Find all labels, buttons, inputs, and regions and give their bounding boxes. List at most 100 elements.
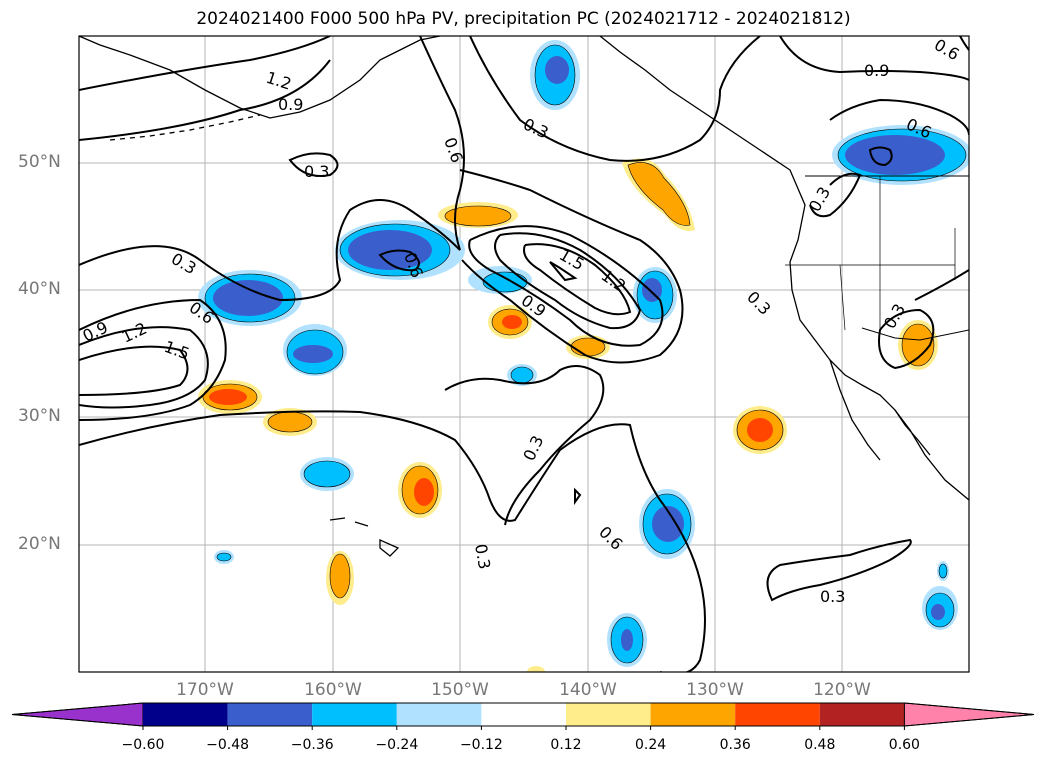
lat-label-50n: 50°N [18, 152, 61, 172]
colorbar-tick-label: 0.60 [888, 737, 920, 753]
pv-contour [549, 261, 578, 282]
precip-blob [326, 551, 354, 605]
precip-blob [898, 320, 938, 370]
pv-contour [79, 410, 706, 672]
contour-label: 0.3 [304, 162, 329, 181]
precip-blob [488, 305, 532, 339]
pv-contour [878, 308, 935, 370]
colorbar-segment [396, 703, 482, 726]
pv-contour [959, 36, 969, 51]
pv-contour [288, 152, 339, 177]
colorbar-segment [143, 703, 228, 726]
state-borders [785, 176, 956, 331]
contour-label: 1.2 [119, 319, 150, 347]
precip-blob [438, 202, 518, 228]
colorbar-segment [566, 703, 651, 726]
pv-contour [378, 249, 420, 272]
precip-blob [507, 364, 537, 386]
precip-blob [300, 457, 354, 491]
precip-blob [607, 613, 647, 667]
colorbar-tick-label: 0.36 [719, 737, 751, 753]
pv-contour [868, 146, 893, 167]
contour-label: 0.9 [278, 95, 303, 114]
colorbar-segment [481, 703, 566, 726]
pv-contour [809, 172, 862, 218]
colorbar-segment [312, 703, 397, 726]
pv-contour [766, 538, 912, 602]
lat-label-20n: 20°N [18, 534, 61, 554]
colorbar-tick-label: −0.36 [290, 737, 334, 753]
colorbar [11, 702, 1035, 730]
pv-contour [469, 36, 761, 162]
precip-blob [622, 158, 695, 231]
colorbar-tick-label: −0.24 [375, 737, 419, 753]
lon-label-130w: 130°W [686, 680, 744, 700]
precip-blob [283, 324, 347, 376]
pv-contour [468, 225, 664, 347]
precip-blob [639, 489, 695, 559]
bc-coast [599, 36, 806, 263]
lon-label-140w: 140°W [559, 680, 617, 700]
pv-contours [79, 36, 969, 672]
lon-label-160w: 160°W [304, 680, 362, 700]
pv-contour [79, 298, 227, 421]
us-mexico-border [861, 327, 969, 341]
precip-blob [530, 40, 580, 110]
colorbar-tick-label: 0.24 [635, 737, 667, 753]
precip-blob [468, 266, 532, 294]
contour-label: 0.3 [519, 433, 547, 464]
pv-contour [459, 169, 684, 364]
contour-label: 0.9 [864, 61, 889, 80]
contour-label: 0.3 [805, 183, 834, 215]
lon-label-150w: 150°W [431, 680, 489, 700]
precip-blob [527, 666, 545, 672]
contour-label: 0.3 [820, 587, 845, 606]
pv-contour [79, 36, 331, 91]
hawaii-islands [329, 517, 400, 557]
chart-title: 2024021400 F000 500 hPa PV, precipitatio… [196, 9, 851, 29]
mexico-coast [894, 409, 931, 456]
colorbar-tick-label: −0.48 [206, 737, 250, 753]
pv-contour [444, 365, 605, 526]
colorbar-tick-label: −0.12 [459, 737, 503, 753]
lon-label-170w: 170°W [176, 680, 234, 700]
contour-label: 0.3 [471, 542, 494, 570]
pv-contour [523, 243, 632, 316]
precip-blob [832, 125, 969, 185]
graticule [79, 36, 969, 672]
baja-california [829, 359, 881, 461]
lat-label-40n: 40°N [18, 279, 61, 299]
pv-contour [574, 487, 582, 506]
colorbar-extend-min [11, 702, 144, 727]
positive-precip-anomalies [198, 158, 938, 672]
contour-label: 0.6 [931, 35, 963, 64]
colorbar-tick-label: −0.60 [121, 737, 165, 753]
pv-contour [79, 326, 209, 409]
contour-label: 0.9 [80, 318, 111, 346]
pv-contour [829, 98, 969, 136]
precip-blob [937, 561, 949, 581]
alaska-coast [79, 36, 441, 119]
colorbar-segment [735, 703, 820, 726]
colorbar-tick-label: 0.12 [550, 737, 582, 753]
colorbar-segment [227, 703, 313, 726]
precip-blob [198, 380, 262, 414]
contour-label: 1.5 [162, 337, 192, 364]
colorbar-segment [819, 703, 905, 726]
pv-contour [79, 59, 331, 141]
colorbar-extend-max [903, 702, 1035, 727]
lon-label-120w: 120°W [813, 680, 871, 700]
contour-label: 1.2 [264, 68, 294, 94]
contour-label: 0.3 [168, 249, 200, 278]
precip-blob [922, 586, 958, 630]
us-west-coast [789, 261, 969, 501]
coastlines [79, 36, 969, 557]
colorbar-segment [650, 703, 736, 726]
colorbar-tick-label: 0.48 [804, 737, 836, 753]
map-frame [78, 35, 970, 673]
precip-blob [214, 550, 234, 564]
pv-contour [494, 232, 642, 330]
contour-label: 1.5 [556, 245, 588, 274]
aleutian-islands [109, 114, 261, 141]
